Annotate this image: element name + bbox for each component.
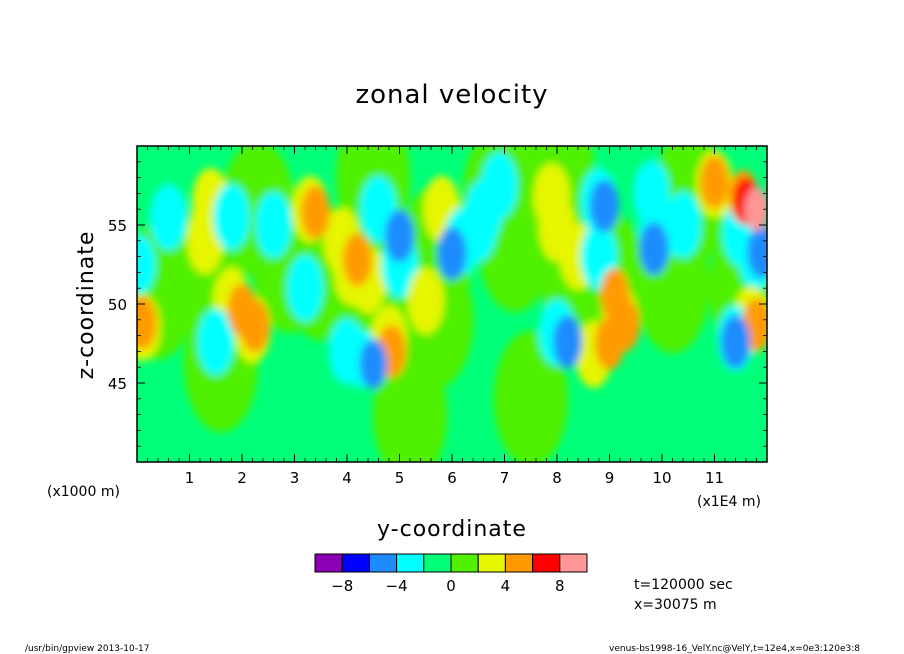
x-position-info: x=30075 m — [634, 597, 717, 613]
chart-title: zonal velocity — [355, 80, 548, 110]
field-feature — [699, 155, 730, 209]
field-feature — [639, 222, 669, 276]
field-feature — [600, 268, 630, 321]
footer-left: /usr/bin/gpview 2013-10-17 — [25, 644, 149, 654]
colorbar-swatch — [314, 553, 343, 573]
colorbar-swatch — [341, 553, 370, 573]
field-feature — [137, 235, 156, 294]
colorbar-swatch — [477, 553, 506, 573]
time-info: t=120000 sec — [634, 577, 733, 593]
x-tick-label: 8 — [552, 469, 562, 487]
colorbar: −8 −4 0 4 8 — [314, 553, 588, 595]
field-feature — [664, 191, 702, 259]
y-axis-title: z-coordinate — [74, 231, 99, 380]
field-feature — [459, 194, 497, 262]
field-feature — [384, 209, 415, 263]
x-tick-label: 7 — [500, 469, 510, 487]
y-tick-label: 45 — [108, 375, 127, 393]
x-axis-title: y-coordinate — [377, 517, 527, 542]
footer-right: venus-bs1998-16_VelY.nc@VelY,t=12e4,x=0e… — [609, 644, 860, 654]
y-axis-ticks: 45 50 55 — [108, 161, 767, 447]
field-feature — [359, 339, 387, 389]
field-feature — [407, 267, 445, 335]
colorbar-swatch — [450, 553, 479, 573]
field-feature — [744, 187, 767, 231]
x-tick-label: 5 — [395, 469, 405, 487]
y-tick-label: 55 — [108, 217, 127, 235]
field-feature — [533, 163, 571, 230]
field-feature — [213, 183, 250, 251]
field-feature — [137, 296, 157, 350]
x-tick-label: 10 — [652, 469, 671, 487]
x-unit-note-right: (x1E4 m) — [697, 494, 761, 510]
field-feature — [437, 227, 467, 280]
field-feature — [589, 179, 619, 233]
field-feature — [255, 191, 292, 259]
field-feature — [342, 233, 373, 287]
x-tick-label: 9 — [605, 469, 615, 487]
velocity-field — [137, 146, 767, 462]
field-feature — [286, 254, 324, 322]
field-feature — [747, 225, 767, 279]
colorbar-swatch — [396, 553, 425, 573]
field-feature — [493, 330, 568, 462]
colorbar-tick-label: −4 — [386, 577, 408, 595]
colorbar-swatch — [532, 553, 561, 573]
colorbar-tick-label: 0 — [446, 577, 456, 595]
x-unit-note-left: (x1000 m) — [47, 484, 120, 500]
field-feature — [720, 315, 751, 369]
colorbar-tick-label: −8 — [331, 577, 353, 595]
colorbar-tick-label: 8 — [555, 577, 565, 595]
x-tick-label: 2 — [237, 469, 247, 487]
x-tick-label: 4 — [342, 469, 352, 487]
colorbar-tick-label: 4 — [501, 577, 511, 595]
x-tick-label: 1 — [185, 469, 195, 487]
colorbar-swatch — [423, 553, 452, 573]
x-tick-label: 3 — [290, 469, 300, 487]
field-feature — [150, 183, 187, 251]
x-axis-ticks: 1 2 3 4 5 6 7 8 9 10 11 — [147, 146, 757, 487]
y-tick-label: 50 — [108, 296, 127, 314]
colorbar-swatch — [559, 553, 588, 573]
x-tick-label: 11 — [705, 469, 724, 487]
field-feature — [197, 308, 235, 376]
colorbar-swatch — [368, 553, 398, 573]
field-feature — [240, 299, 270, 353]
field-feature — [552, 315, 583, 369]
colorbar-swatch — [504, 553, 534, 573]
x-tick-label: 6 — [447, 469, 457, 487]
field-feature — [480, 152, 518, 219]
field-feature — [300, 185, 331, 239]
